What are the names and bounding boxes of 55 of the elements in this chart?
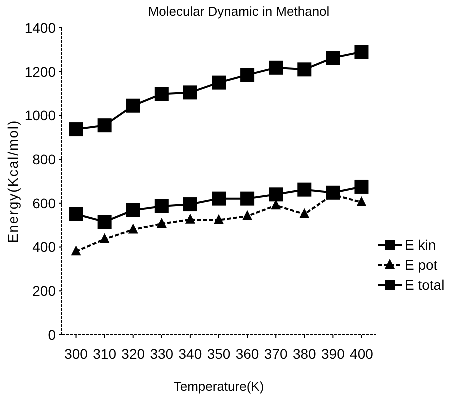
legend-label: E kin xyxy=(405,236,436,253)
x-tick-label: 370 xyxy=(264,346,288,362)
y-tick-label: 1400 xyxy=(24,20,56,36)
point xyxy=(154,200,169,214)
point xyxy=(126,203,140,218)
x-tick-label: 330 xyxy=(150,346,174,362)
point xyxy=(298,62,312,77)
point xyxy=(71,246,82,256)
point xyxy=(242,210,253,220)
x-tick-label: 300 xyxy=(64,346,88,362)
point xyxy=(126,98,140,113)
y-tick-label: 400 xyxy=(32,239,56,256)
point xyxy=(240,192,255,206)
y-tick-label: 0 xyxy=(48,326,56,343)
point xyxy=(269,188,284,202)
point xyxy=(212,76,226,90)
x-tick-label: 350 xyxy=(207,346,231,362)
legend-label: E pot xyxy=(405,256,438,273)
point xyxy=(69,207,84,222)
point xyxy=(354,180,369,194)
point xyxy=(269,60,284,75)
point xyxy=(156,218,167,228)
point xyxy=(300,208,310,218)
y-tick-label: 1200 xyxy=(24,64,56,80)
chart-title: Molecular Dynamic in Methanol xyxy=(148,4,330,19)
x-axis-title: Temperature(K) xyxy=(174,379,264,394)
x-tick-label: 400 xyxy=(350,346,374,362)
legend-label: E total xyxy=(405,276,445,293)
point xyxy=(183,86,198,100)
point xyxy=(212,192,226,206)
point xyxy=(98,118,112,133)
point xyxy=(185,214,196,224)
point xyxy=(98,215,112,230)
point xyxy=(326,51,340,66)
point xyxy=(69,122,84,137)
point xyxy=(154,87,169,102)
point xyxy=(183,198,198,212)
point xyxy=(240,68,255,82)
x-tick-label: 390 xyxy=(322,346,346,362)
point xyxy=(100,233,110,244)
point xyxy=(298,182,312,197)
x-tick-label: 310 xyxy=(93,346,117,362)
y-axis-title: Energy(Kcal/mol) xyxy=(5,120,21,244)
x-tick-label: 360 xyxy=(236,346,260,362)
y-tick-label: 600 xyxy=(32,195,56,212)
x-tick-label: 320 xyxy=(122,346,146,362)
x-tick-label: 380 xyxy=(292,346,317,362)
point xyxy=(214,214,224,224)
y-tick-label: 200 xyxy=(32,283,56,300)
point xyxy=(354,45,369,60)
y-tick-label: 1000 xyxy=(24,108,56,124)
point xyxy=(128,224,138,234)
x-tick-label: 340 xyxy=(178,346,202,362)
point xyxy=(356,196,367,207)
y-tick-label: 800 xyxy=(32,151,56,168)
